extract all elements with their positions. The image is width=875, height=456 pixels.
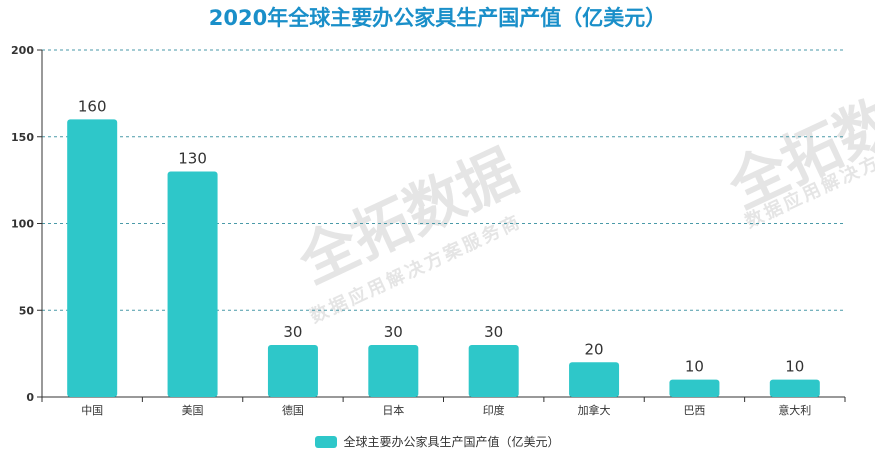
y-tick-label: 0 [26, 391, 34, 404]
bar [468, 344, 519, 397]
y-tick-label: 200 [11, 44, 34, 57]
data-label: 160 [78, 97, 107, 115]
data-label: 20 [585, 340, 604, 358]
legend[interactable]: 全球主要办公家具生产国产值（亿美元） [0, 433, 875, 450]
x-tick-label: 日本 [382, 403, 404, 417]
bar [167, 171, 218, 397]
data-label: 10 [685, 358, 704, 376]
bar [569, 362, 620, 397]
x-tick-label: 中国 [81, 404, 103, 417]
x-tick-label: 意大利 [778, 403, 811, 417]
x-tick-label: 巴西 [683, 404, 705, 417]
x-tick-label: 印度 [483, 403, 505, 417]
bar [669, 379, 720, 397]
y-tick-label: 50 [19, 304, 35, 317]
chart-title: 2020年全球主要办公家具生产国产值（亿美元） [208, 6, 667, 30]
bar [67, 119, 118, 398]
x-tick-label: 美国 [182, 404, 204, 417]
bar [769, 379, 820, 397]
data-label: 30 [384, 323, 403, 341]
data-label: 10 [785, 358, 804, 376]
y-tick-label: 100 [11, 218, 34, 231]
data-label: 30 [484, 323, 503, 341]
legend-label: 全球主要办公家具生产国产值（亿美元） [343, 435, 560, 449]
x-tick-label: 加拿大 [578, 403, 611, 417]
bar [368, 344, 419, 397]
data-label: 130 [178, 149, 207, 167]
x-tick-label: 德国 [282, 403, 304, 417]
data-label: 30 [283, 323, 302, 341]
legend-swatch [315, 435, 338, 448]
y-tick-label: 150 [11, 131, 34, 144]
bar [267, 344, 318, 397]
